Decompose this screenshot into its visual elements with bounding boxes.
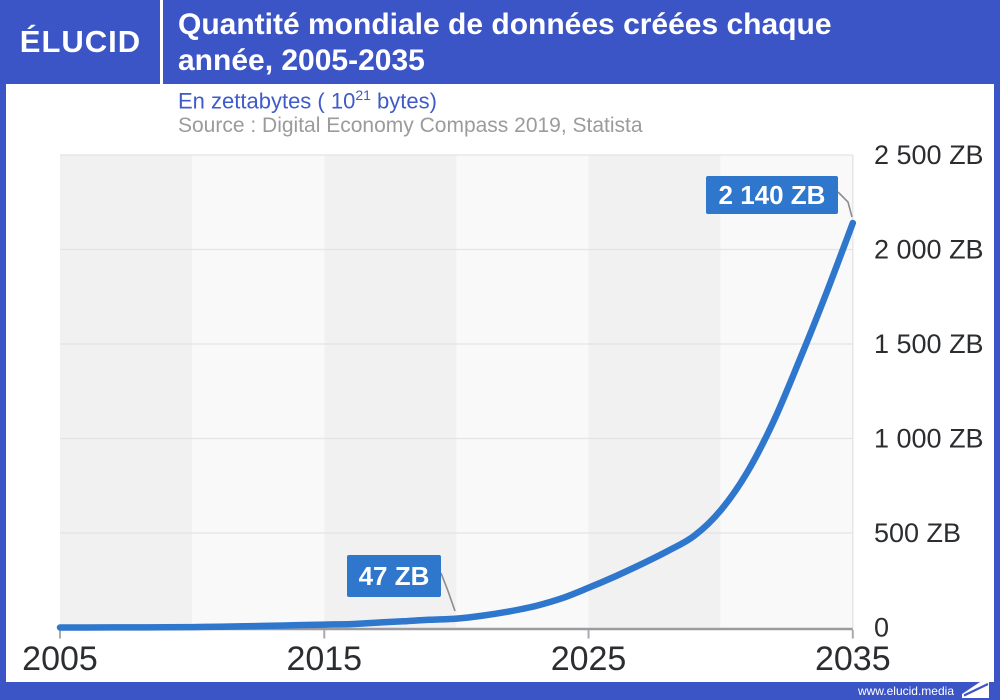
x-tick-label: 2025 bbox=[551, 640, 627, 678]
plot-band bbox=[60, 155, 193, 628]
data-line bbox=[56, 219, 857, 631]
unit-note-prefix: En zettabytes ( 10 bbox=[178, 88, 356, 114]
y-tick-label: 2 500 ZB bbox=[874, 140, 984, 170]
header: ÉLUCID Quantité mondiale de données créé… bbox=[0, 0, 1000, 84]
elucid-logo-icon bbox=[962, 676, 989, 698]
x-tick-label: 2005 bbox=[22, 640, 98, 678]
unit-note-exponent: 21 bbox=[355, 87, 371, 103]
chart-unit-note: En zettabytes ( 1021 bytes) bbox=[178, 87, 437, 114]
source-line: Source : Digital Economy Compass 2019, S… bbox=[178, 114, 643, 137]
footer-url: www.elucid.media bbox=[857, 684, 954, 698]
annotation-label: 2 140 ZB bbox=[719, 180, 826, 210]
header-separator bbox=[160, 0, 163, 84]
brand-logo-text: ÉLUCID bbox=[19, 24, 142, 59]
y-tick-label: 500 ZB bbox=[874, 518, 961, 548]
brand-logo: ÉLUCID bbox=[0, 0, 161, 84]
page-title-line2: année, 2005-2035 bbox=[178, 44, 425, 77]
plot-band bbox=[588, 155, 721, 628]
plot-band bbox=[456, 155, 589, 628]
page-title-line1: Quantité mondiale de données créées chaq… bbox=[178, 8, 832, 41]
footer-bar: www.elucid.media bbox=[0, 682, 1000, 700]
annotation-leader bbox=[837, 191, 853, 218]
plot-band bbox=[192, 155, 325, 628]
x-tick-label: 2015 bbox=[286, 640, 362, 678]
unit-note-suffix: bytes) bbox=[370, 88, 437, 114]
annotation-label: 47 ZB bbox=[359, 561, 430, 591]
page-title: Quantité mondiale de données créées chaq… bbox=[178, 7, 990, 79]
y-tick-label: 2 000 ZB bbox=[874, 235, 984, 265]
y-tick-label: 1 000 ZB bbox=[874, 424, 984, 454]
annotation-leader bbox=[440, 572, 456, 612]
annotation-box bbox=[706, 176, 838, 214]
page-border-left bbox=[0, 0, 6, 700]
y-tick-label: 1 500 ZB bbox=[874, 329, 984, 359]
annotation-box bbox=[347, 555, 441, 597]
page-border-right bbox=[994, 0, 1000, 700]
y-tick-label: 0 bbox=[874, 613, 889, 643]
x-tick-label: 2035 bbox=[815, 640, 891, 678]
plot-band bbox=[324, 155, 457, 628]
